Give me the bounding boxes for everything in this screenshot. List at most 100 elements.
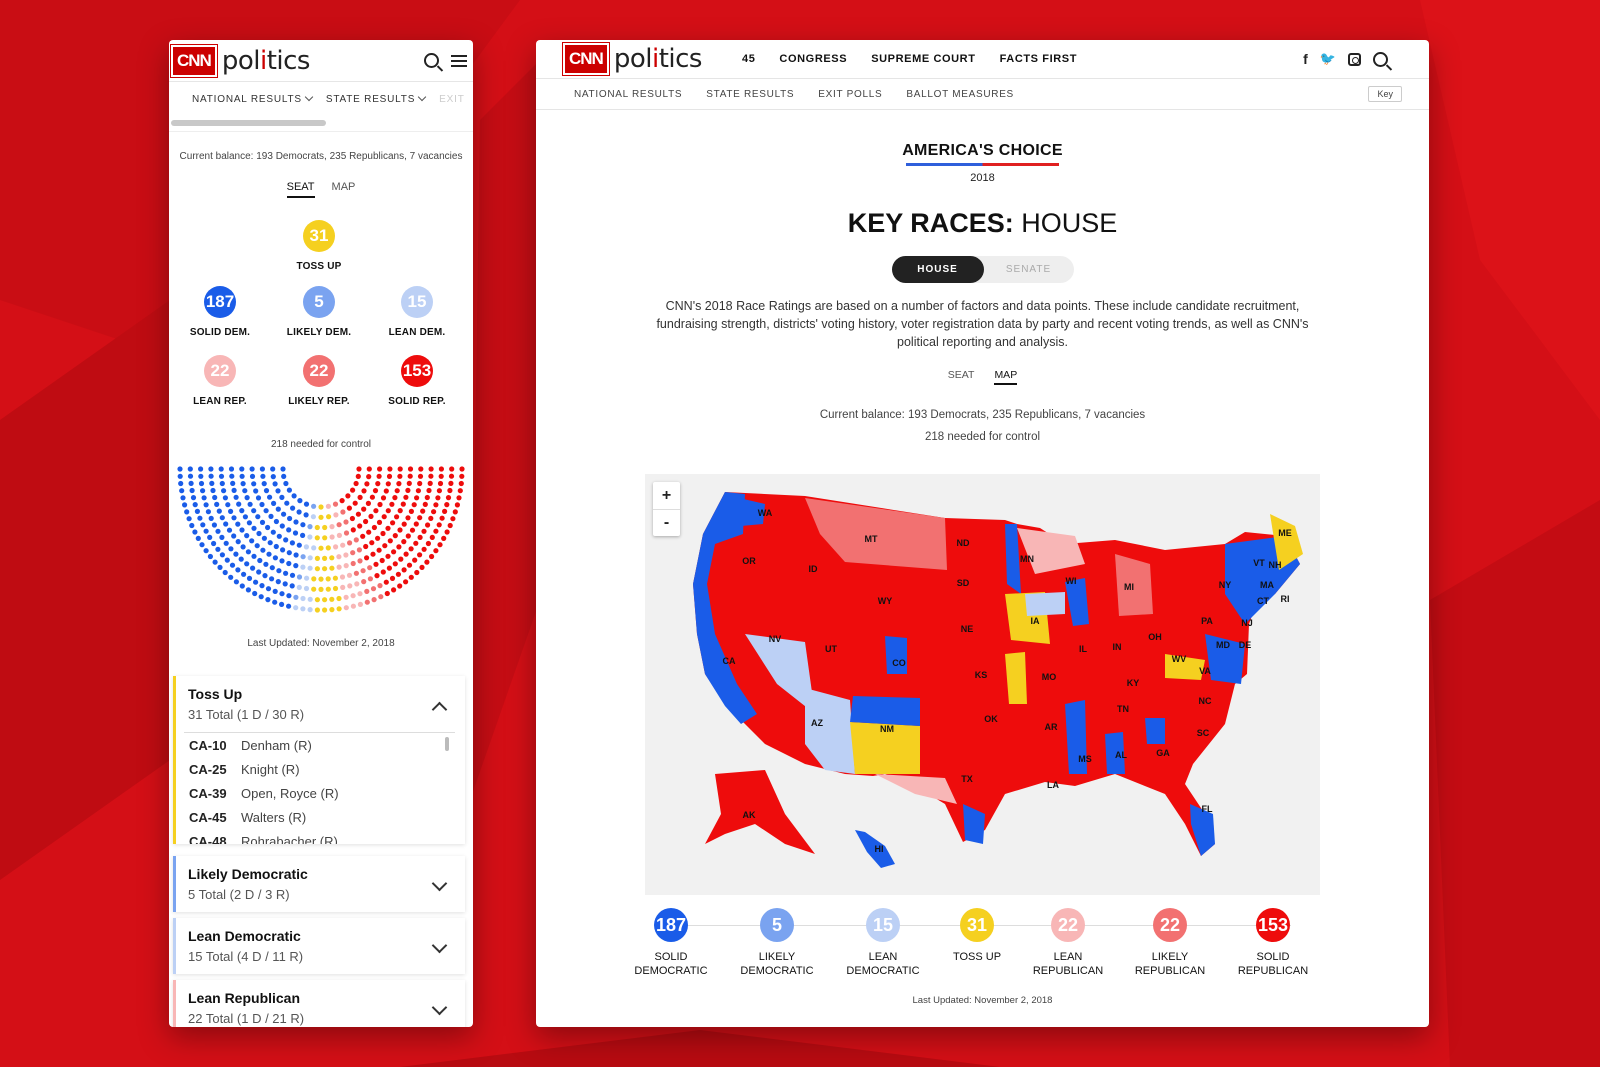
seat-dot	[233, 551, 239, 557]
seat-dot	[378, 594, 384, 600]
seat-dot	[262, 573, 268, 579]
seat-dot	[221, 488, 227, 494]
subnav-state-results[interactable]: STATE RESULTS	[326, 92, 427, 105]
seat-dot	[355, 511, 361, 517]
seat-dot	[343, 605, 349, 611]
politics-wordmark[interactable]: politics	[221, 45, 311, 76]
accordion-lean-rep[interactable]: Lean Republican 22 Total (1 D / 21 R)	[173, 980, 465, 1027]
list-scrollbar[interactable]	[445, 737, 449, 751]
list-item[interactable]: CA-45 Walters (R)	[189, 809, 307, 825]
legend-solid-rep[interactable]: 153 SOLID REPUBLICAN	[1223, 904, 1323, 978]
seat-dot	[325, 576, 331, 582]
cnn-logo[interactable]: CNN	[562, 42, 610, 76]
nav-facts-first[interactable]: FACTS FIRST	[999, 53, 1078, 65]
accordion-subtitle: 5 Total (2 D / 3 R)	[188, 887, 290, 902]
horizontal-scrollbar[interactable]	[169, 120, 473, 129]
solid-dem-label: SOLID DEM.	[189, 327, 251, 338]
zoom-in-button[interactable]: +	[661, 486, 672, 504]
seat-dot	[395, 571, 401, 577]
seat-dot	[215, 528, 221, 534]
seat-dot	[230, 480, 236, 486]
seat-dot	[235, 539, 241, 545]
legend-lean-dem[interactable]: 15 LEAN DEMOCRATIC	[833, 904, 933, 978]
seat-dot	[411, 502, 417, 508]
state-label-va: VA	[1199, 666, 1211, 676]
seat-dot	[293, 594, 299, 600]
district-map[interactable]: WA OR CA ID NV UT AZ MT WY CO NM ND SD NE KS OK TX MN IA MO…	[645, 474, 1320, 895]
tab-house[interactable]: HOUSE	[891, 256, 984, 283]
state-labels: WA OR CA ID NV UT AZ MT WY CO NM ND SD NE KS OK TX MN IA MO…	[723, 508, 1292, 854]
politics-wordmark[interactable]: politics	[613, 44, 703, 74]
seat-dot	[405, 533, 411, 539]
region-alaska	[705, 770, 815, 854]
state-label-ne: NE	[961, 624, 974, 634]
search-icon[interactable]	[1373, 51, 1388, 67]
tab-map[interactable]: MAP	[331, 181, 356, 193]
list-item[interactable]: CA-39 Open, Royce (R)	[189, 785, 339, 801]
subnav-national-results[interactable]: NATIONAL RESULTS	[192, 92, 314, 105]
list-item[interactable]: CA-10 Denham (R)	[189, 737, 312, 753]
region-texas-south	[963, 804, 985, 844]
tab-senate[interactable]: SENATE	[1005, 264, 1052, 275]
legend-lean-rep[interactable]: 22 LEAN REPUBLICAN	[1018, 904, 1118, 978]
seat-dot	[343, 563, 349, 569]
nav-congress[interactable]: CONGRESS	[779, 53, 848, 65]
seat-dot	[300, 522, 306, 528]
subnav-national-results[interactable]: NATIONAL RESULTS	[574, 88, 683, 100]
seat-dot	[245, 549, 251, 555]
state-label-wa: WA	[758, 508, 773, 518]
seat-dot	[397, 508, 403, 514]
us-map-svg[interactable]: WA OR CA ID NV UT AZ MT WY CO NM ND SD NE KS OK TX MN IA MO…	[645, 474, 1320, 895]
seat-dot	[203, 502, 209, 508]
legend-likely-dem[interactable]: 5 LIKELY DEMOCRATIC	[727, 904, 827, 978]
seat-dot	[343, 594, 349, 600]
legend-solid-dem[interactable]: 187 SOLID DEMOCRATIC	[621, 904, 721, 978]
accordion-lean-dem[interactable]: Lean Democratic 15 Total (4 D / 11 R)	[173, 918, 465, 974]
seat-dot	[318, 545, 324, 551]
tab-seat[interactable]: SEAT	[947, 369, 975, 381]
accordion-title: Lean Republican	[188, 990, 301, 1006]
seat-dot	[200, 488, 206, 494]
subnav-exit[interactable]: EXIT	[439, 93, 465, 105]
twitter-icon[interactable]: 🐦	[1319, 51, 1336, 66]
seat-dot	[332, 575, 338, 581]
legend-toss-up[interactable]: 31 TOSS UP	[927, 904, 1027, 964]
chevron-down-icon	[417, 92, 427, 101]
subnav-ballot-measures[interactable]: BALLOT MEASURES	[906, 88, 1014, 100]
seat-dot	[377, 466, 383, 472]
seat-dot	[231, 533, 237, 539]
toss-up-race-list[interactable]: CA-10 Denham (R) CA-25 Knight (R) CA-39 Ope…	[184, 732, 455, 844]
tab-map[interactable]: MAP	[994, 369, 1018, 385]
nav-45[interactable]: 45	[741, 53, 756, 65]
nav-supreme-court[interactable]: SUPREME COURT	[871, 53, 976, 65]
zoom-out-button[interactable]: -	[653, 509, 680, 536]
desktop-subnav: NATIONAL RESULTS STATE RESULTS EXIT POLL…	[536, 78, 1429, 110]
seat-dot	[214, 501, 220, 507]
facebook-icon[interactable]: f	[1303, 51, 1308, 67]
tab-seat[interactable]: SEAT	[286, 181, 315, 198]
legend-likely-rep[interactable]: 22 LIKELY REPUBLICAN	[1120, 904, 1220, 978]
accordion-toss-up-header[interactable]: Toss Up 31 Total (1 D / 30 R)	[176, 676, 465, 732]
subnav-exit-polls[interactable]: EXIT POLLS	[818, 88, 883, 100]
key-button[interactable]: Key	[1368, 86, 1402, 102]
state-label-vt: VT	[1253, 558, 1265, 568]
seat-dot	[366, 529, 372, 535]
seat-dot	[192, 502, 198, 508]
seat-dot	[246, 520, 252, 526]
cnn-logo[interactable]: CNN	[170, 43, 218, 78]
seat-dot	[442, 508, 448, 514]
list-item[interactable]: CA-48 Rohrabacher (R)	[189, 833, 338, 845]
search-icon[interactable]	[424, 53, 439, 68]
seat-dot	[350, 603, 356, 609]
list-item[interactable]: CA-25 Knight (R)	[189, 761, 300, 777]
seat-dot	[189, 522, 195, 529]
seat-dot	[421, 528, 427, 534]
seat-dot	[233, 579, 239, 585]
seat-dot	[250, 565, 256, 571]
region-hawaii	[855, 830, 895, 868]
accordion-likely-dem[interactable]: Likely Democratic 5 Total (2 D / 3 R)	[173, 856, 465, 912]
instagram-icon[interactable]	[1348, 52, 1361, 66]
subnav-state-results[interactable]: STATE RESULTS	[706, 88, 795, 100]
menu-icon[interactable]	[451, 54, 467, 67]
seat-dot	[385, 525, 391, 531]
